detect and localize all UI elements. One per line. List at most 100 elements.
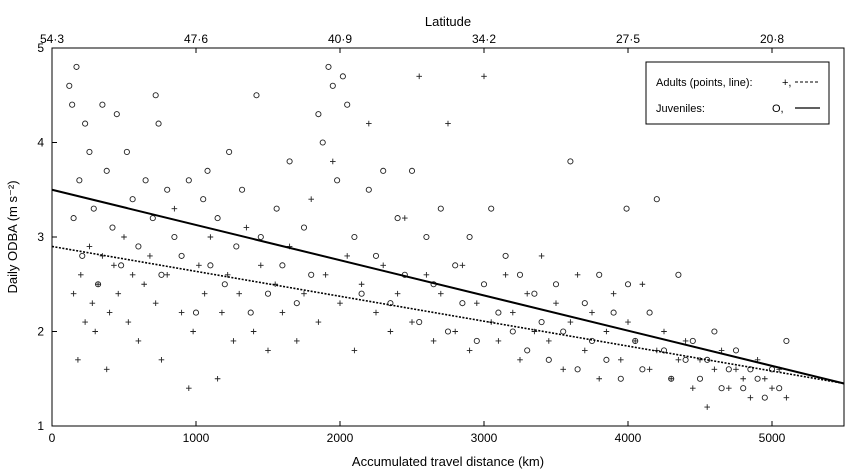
adult-point (675, 357, 682, 363)
adult-point (783, 394, 790, 401)
juvenile-point (113, 111, 120, 118)
adult-point (129, 272, 136, 278)
adult-point (769, 385, 775, 391)
juvenile-fit-line (51, 188, 845, 385)
juvenile-point (372, 252, 380, 259)
fit-lines (51, 188, 845, 385)
juvenile-point (552, 281, 560, 288)
adult-point (366, 120, 372, 127)
juvenile-point (675, 271, 682, 278)
adult-point (86, 243, 93, 250)
juvenile-point (279, 262, 286, 269)
adult-point (214, 375, 221, 382)
adult-point (387, 328, 394, 335)
juvenile-point (480, 281, 488, 288)
juvenile-point (444, 328, 452, 335)
adult-point (646, 366, 653, 373)
juvenile-point (624, 281, 632, 288)
axis-ticks: 0 1000 2000 3000 4000 5000 54·3 47·6 40·9 34·2 27·… (37, 32, 785, 445)
juvenile-point (192, 309, 200, 316)
juvenile-point (696, 375, 704, 382)
adult-point (330, 158, 336, 165)
adult-point (358, 281, 365, 288)
adult-point (567, 319, 574, 325)
juvenile-point (79, 252, 86, 259)
juvenile-point (90, 205, 97, 212)
adult-point (152, 300, 159, 306)
adult-point (740, 375, 746, 382)
adult-point (690, 385, 696, 391)
adult-point (125, 319, 132, 325)
top-tick-label: 47·6 (184, 32, 208, 46)
adult-point (279, 309, 286, 316)
adult-point (531, 328, 538, 335)
adult-point (380, 262, 386, 269)
adult-point (459, 262, 466, 269)
juvenile-point (408, 167, 416, 174)
y-tick-label: 3 (37, 230, 44, 244)
adult-point (610, 290, 617, 297)
juvenile-point (516, 271, 524, 278)
adult-point (560, 366, 566, 373)
adult-point (423, 272, 430, 278)
adult-point (243, 224, 250, 231)
adult-point (190, 328, 196, 335)
juvenile-point (732, 347, 740, 354)
juvenile-point (509, 328, 516, 335)
juvenile-point (351, 233, 358, 241)
adult-point (517, 357, 523, 363)
adult-point (553, 300, 559, 306)
juvenile-point (82, 120, 89, 127)
adult-point (639, 281, 646, 288)
juvenile-point (711, 328, 718, 335)
adult-point (704, 404, 710, 410)
adult-point (121, 234, 127, 240)
adult-point (186, 385, 192, 391)
adult-point (147, 253, 153, 259)
juvenile-point (142, 177, 149, 184)
juvenile-point (524, 347, 531, 354)
juvenile-point (466, 233, 473, 241)
juvenile-point (344, 101, 351, 108)
adult-point (682, 338, 689, 344)
juvenile-point (315, 111, 322, 118)
adult-point (747, 394, 754, 401)
adult-point (92, 328, 98, 335)
adult-point (141, 281, 147, 288)
juvenile-point (740, 385, 747, 392)
legend-juveniles-symbol: O, (772, 103, 784, 115)
adult-point (481, 73, 487, 80)
scatter-points (66, 63, 790, 410)
adult-point (661, 328, 667, 335)
juvenile-point (646, 309, 653, 316)
adult-point (589, 309, 595, 316)
juvenile-point (538, 318, 545, 326)
juvenile-point (135, 243, 142, 250)
y-tick-label: 4 (37, 136, 44, 150)
juvenile-point (247, 309, 254, 316)
juvenile-point (164, 186, 171, 193)
adult-point (582, 347, 588, 354)
juvenile-point (761, 394, 768, 401)
juvenile-point (95, 281, 102, 288)
juvenile-point (155, 120, 162, 127)
juvenile-point (70, 215, 77, 222)
juvenile-point (596, 271, 603, 278)
adult-point (158, 357, 165, 363)
juvenile-point (86, 148, 93, 155)
adult-point (111, 262, 117, 269)
juvenile-point (581, 300, 588, 307)
adult-point (164, 272, 170, 278)
adult-point (394, 290, 401, 297)
juvenile-point (300, 224, 308, 231)
adult-point (82, 319, 88, 325)
juvenile-point (109, 224, 116, 231)
juvenile-point (99, 101, 106, 108)
adult-point (574, 272, 581, 278)
juvenile-point (264, 290, 272, 297)
x-tick-label: 0 (49, 431, 56, 445)
juvenile-point (239, 186, 246, 193)
juvenile-point (623, 205, 630, 212)
juvenile-point (103, 167, 110, 174)
adult-point (196, 262, 202, 269)
